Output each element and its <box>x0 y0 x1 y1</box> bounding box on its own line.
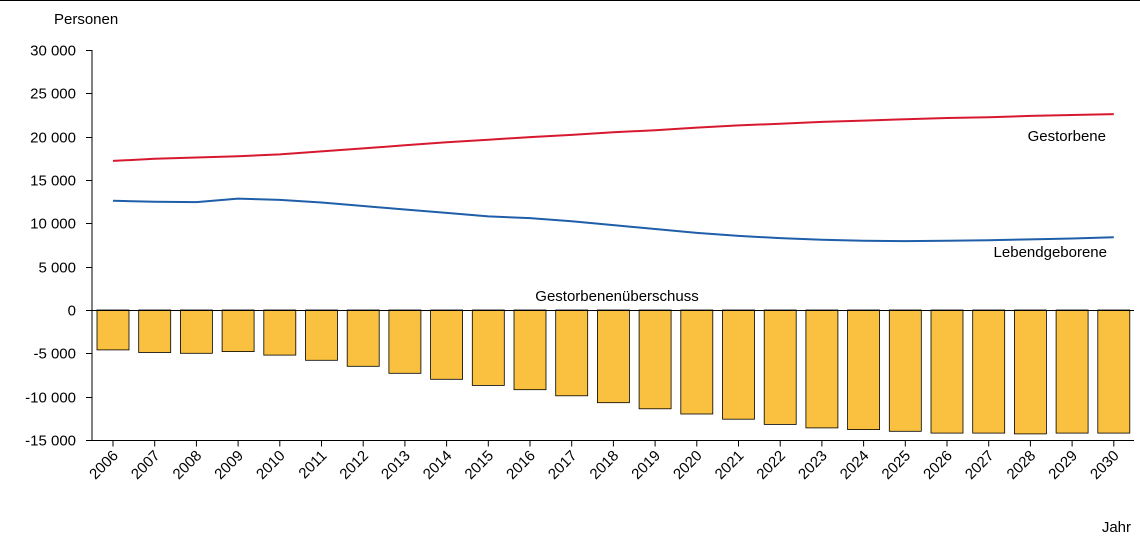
x-tick-label-2021: 2021 <box>712 447 748 483</box>
x-tick-label-2014: 2014 <box>420 447 456 483</box>
x-tick-label-2010: 2010 <box>253 447 289 483</box>
x-tick-label-2019: 2019 <box>628 447 664 483</box>
bar-2008 <box>179 309 213 354</box>
x-tick-label-2027: 2027 <box>962 447 998 483</box>
x-tick-label-2022: 2022 <box>753 447 789 483</box>
bar-2009 <box>221 309 255 352</box>
x-tick-label-2011: 2011 <box>295 447 330 482</box>
bar-2007 <box>138 309 172 353</box>
bar-series <box>92 309 1134 435</box>
bar-2011 <box>305 309 338 361</box>
bar-2024 <box>847 309 880 430</box>
x-tick-label-2013: 2013 <box>378 447 414 483</box>
bar-2026 <box>930 309 964 434</box>
x-tick-label-2025: 2025 <box>879 447 915 483</box>
bar-2028 <box>1014 309 1047 435</box>
bar-2017 <box>555 309 589 397</box>
bar-2027 <box>972 309 1006 434</box>
bar-2010 <box>263 309 297 356</box>
bar-2012 <box>346 309 380 367</box>
y-tick-label: 0 <box>68 303 76 320</box>
x-axis-label: Jahr <box>1102 519 1131 536</box>
bar-2016 <box>513 309 547 391</box>
x-tick-label-2017: 2017 <box>545 447 581 483</box>
x-tick-label-2018: 2018 <box>587 447 623 483</box>
line-gestorbene <box>112 113 1114 162</box>
bar-2022 <box>763 309 797 425</box>
x-tick-label-2020: 2020 <box>670 447 706 483</box>
x-tick-label-2007: 2007 <box>128 447 164 483</box>
bar-2013 <box>388 309 422 374</box>
bar-2020 <box>680 309 714 415</box>
series-labels: Gestorbene Lebendgeborene Gestorbenenübers… <box>535 128 1107 305</box>
bar-2030 <box>1097 309 1131 434</box>
x-tick-label-2024: 2024 <box>837 447 873 483</box>
y-tick-label: -15 000 <box>25 433 76 450</box>
x-tick-label-2015: 2015 <box>462 447 498 483</box>
y-tick-label: 25 000 <box>30 86 76 103</box>
x-tick-label-2029: 2029 <box>1045 447 1081 483</box>
label-lebendgeborene: Lebendgeborene <box>994 244 1107 261</box>
y-tick-label: -10 000 <box>25 390 76 407</box>
y-tick-label: -5 000 <box>33 346 76 363</box>
label-gestorbene: Gestorbene <box>1028 128 1106 145</box>
y-tick-label: 20 000 <box>30 130 76 147</box>
y-tick-label: 30 000 <box>30 43 76 60</box>
line-series <box>112 113 1114 243</box>
y-tick-label: 10 000 <box>30 216 76 233</box>
x-tick-label-2028: 2028 <box>1004 447 1040 483</box>
x-tick-label-2023: 2023 <box>795 447 831 483</box>
label-gestorbenenueberschuss: Gestorbenenüberschuss <box>535 288 698 305</box>
y-axis-label: Personen <box>54 11 118 28</box>
line-lebendgeborene <box>112 197 1114 243</box>
y-tick-label: 15 000 <box>30 173 76 190</box>
x-tick-label-2009: 2009 <box>211 447 247 483</box>
bar-2015 <box>471 309 505 386</box>
bar-2018 <box>597 309 630 404</box>
x-tick-label-2008: 2008 <box>170 447 206 483</box>
bar-2021 <box>722 309 755 420</box>
x-axis: 2006 2007 2008 2009 2010 2011 2012 2013 2014 2015… <box>86 440 1134 483</box>
bar-2025 <box>888 309 922 432</box>
y-tick-label: 5 000 <box>38 260 76 277</box>
x-tick-label-2030: 2030 <box>1087 447 1123 483</box>
bar-2023 <box>805 309 839 429</box>
bar-2019 <box>638 309 672 410</box>
bar-2029 <box>1055 309 1089 434</box>
x-tick-label-2016: 2016 <box>503 447 539 483</box>
x-tick-label-2006: 2006 <box>86 447 122 483</box>
x-tick-label-2012: 2012 <box>336 447 372 483</box>
bar-2014 <box>430 309 464 380</box>
y-axis: 30 000 25 000 20 000 15 000 10 000 5 000 0 -5 0… <box>25 43 93 450</box>
bar-2006 <box>96 309 130 351</box>
x-tick-label-2026: 2026 <box>920 447 956 483</box>
